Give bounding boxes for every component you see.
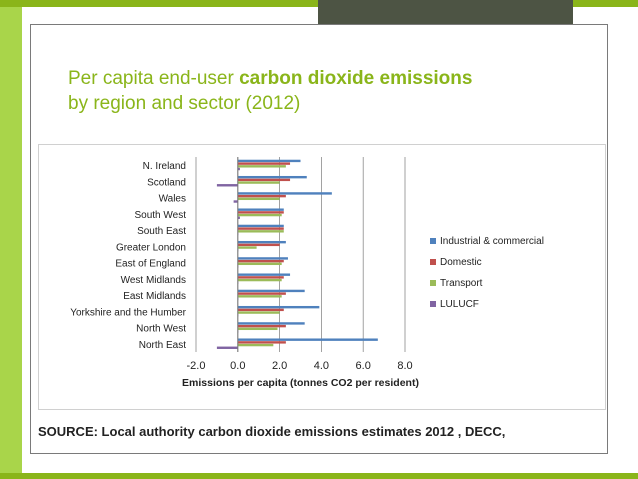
x-tick-label-2: 2.0 (272, 360, 287, 372)
bar-2-2 (237, 197, 280, 201)
x-tick-label-5: 8.0 (397, 360, 412, 372)
source-text: SOURCE: Local authority carbon dioxide e… (38, 424, 506, 439)
bar-2-0 (237, 192, 332, 195)
bar-0-0 (237, 159, 301, 163)
bar-8-1 (237, 292, 286, 295)
legend-swatch-2 (430, 280, 436, 286)
category-label-4: South East (137, 226, 186, 237)
x-tick-label-4: 6.0 (356, 360, 371, 372)
x-axis-label: Emissions per capita (tonnes CO2 per res… (182, 377, 419, 389)
legend-swatch-1 (430, 259, 436, 265)
bar-4-1 (237, 227, 284, 230)
title-prefix: Per capita end-user (68, 68, 240, 89)
bar-1-1 (237, 178, 291, 182)
bar-4-2 (237, 230, 284, 233)
category-label-10: North West (136, 324, 186, 335)
category-label-9: Yorkshire and the Humber (70, 307, 186, 318)
bar-6-2 (237, 262, 282, 266)
bar-10-0 (237, 322, 305, 325)
category-label-3: South West (134, 210, 186, 221)
bar-5-1 (237, 243, 280, 247)
top-dark-block (318, 0, 573, 24)
category-label-5: Greater London (116, 242, 186, 253)
bar-8-2 (237, 295, 282, 298)
bar-7-2 (237, 278, 282, 282)
category-label-11: North East (139, 340, 186, 351)
x-tick-label-0: -2.0 (187, 360, 206, 372)
category-label-8: East Midlands (123, 291, 186, 302)
chart-container (38, 144, 606, 410)
bar-6-1 (237, 259, 284, 263)
bar-1-2 (237, 181, 280, 184)
title-line2: by region and sector (2012) (68, 93, 301, 114)
slide-title: Per capita end-user carbon dioxide emiss… (68, 66, 588, 116)
legend-swatch-3 (430, 301, 436, 307)
bar-10-1 (237, 324, 286, 328)
bar-0-1 (237, 162, 291, 165)
bar-2-1 (237, 194, 286, 198)
bar-2-3 (233, 200, 238, 203)
bottom-accent-bar (0, 473, 638, 479)
bar-1-3 (216, 184, 238, 187)
bar-4-0 (237, 224, 284, 228)
bar-8-0 (237, 289, 305, 293)
bar-1-0 (237, 175, 307, 179)
legend-label-1: Domestic (440, 257, 482, 268)
x-tick-label-1: 0.0 (230, 360, 245, 372)
legend-swatch-0 (430, 238, 436, 244)
bar-10-2 (237, 327, 278, 331)
bar-6-0 (237, 257, 288, 260)
bar-11-1 (237, 341, 286, 344)
legend-label-0: Industrial & commercial (440, 236, 544, 247)
bar-9-0 (237, 305, 320, 309)
title-bold: carbon dioxide emissions (239, 68, 473, 89)
bar-11-2 (237, 343, 274, 347)
legend-label-3: LULUCF (440, 299, 479, 310)
bar-0-3 (237, 167, 240, 171)
legend-label-2: Transport (440, 278, 483, 289)
bar-5-2 (237, 246, 257, 249)
bar-9-1 (237, 308, 284, 312)
category-label-0: N. Ireland (143, 161, 186, 172)
bar-3-3 (237, 216, 240, 219)
bar-3-1 (237, 211, 284, 214)
category-label-6: East of England (115, 259, 186, 270)
x-tick-label-3: 4.0 (314, 360, 329, 372)
bar-9-2 (237, 311, 280, 314)
bar-7-1 (237, 276, 284, 279)
bar-0-2 (237, 165, 286, 168)
category-label-2: Wales (159, 194, 186, 205)
bar-7-0 (237, 273, 291, 276)
bar-5-0 (237, 240, 286, 244)
left-accent-strip (0, 7, 22, 479)
bar-3-2 (237, 213, 282, 217)
bar-11-3 (216, 346, 238, 349)
bar-11-0 (237, 338, 378, 341)
category-label-7: West Midlands (121, 275, 186, 286)
bar-3-0 (237, 208, 284, 211)
category-label-1: Scotland (147, 177, 186, 188)
